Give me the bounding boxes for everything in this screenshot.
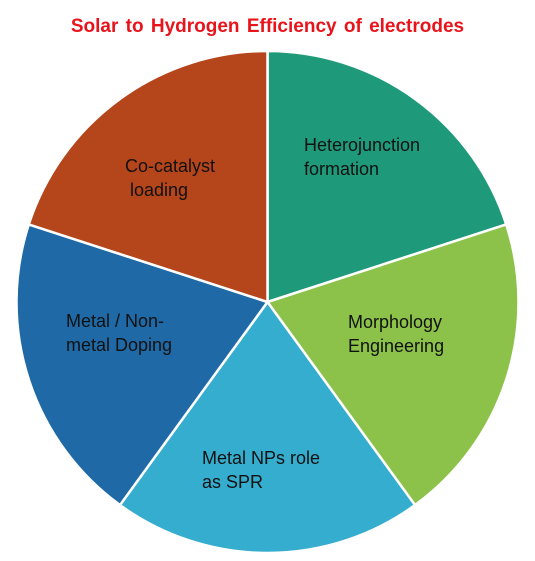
chart-title: Solar to Hydrogen Efficiency of electrod… xyxy=(70,16,465,37)
slice-label: Morphology Engineering xyxy=(348,312,444,356)
pie-slice xyxy=(118,300,417,555)
slice-label-line: Morphology xyxy=(348,312,442,332)
slice-label-line: Metal NPs role xyxy=(202,448,320,468)
pie-slice xyxy=(266,223,520,507)
slice-label: Co-catalyst loading xyxy=(125,156,215,200)
slice-label-line: Co-catalyst xyxy=(125,156,215,176)
slice-label: Heterojunction formation xyxy=(304,135,420,179)
slice-label-line: metal Doping xyxy=(66,335,172,355)
slice-label-line: as SPR xyxy=(202,472,263,492)
pie-slice xyxy=(27,49,269,304)
slice-label: Metal / Non-metal Doping xyxy=(66,311,172,355)
slice-label-line: Heterojunction xyxy=(304,135,420,155)
pie-slice xyxy=(266,49,508,304)
slice-label-line: Metal / Non- xyxy=(66,311,164,331)
slice-label-line: formation xyxy=(304,159,379,179)
slice-label-line: loading xyxy=(125,180,188,200)
pie-slice xyxy=(15,223,269,507)
slice-label: Metal NPs role as SPR xyxy=(202,448,320,492)
slice-label-line: Engineering xyxy=(348,336,444,356)
